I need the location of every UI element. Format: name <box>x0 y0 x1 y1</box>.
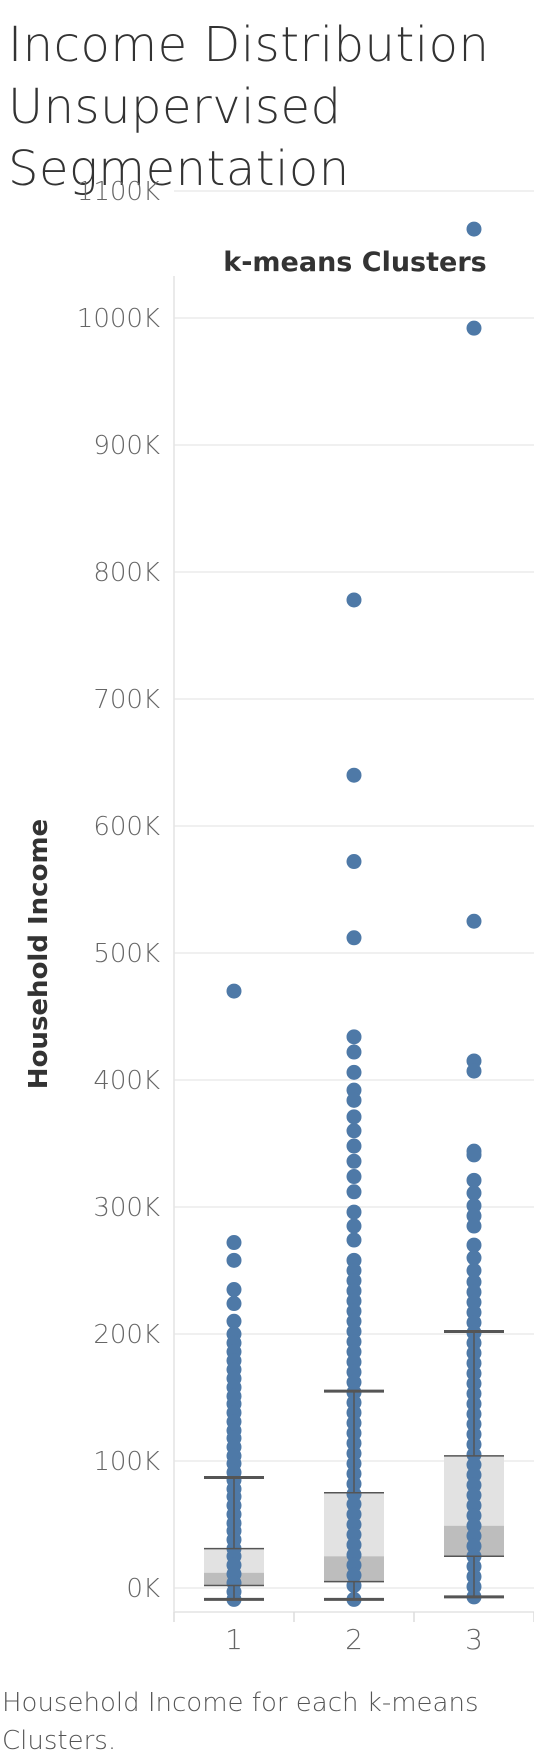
y-tick-label: 900K <box>93 431 160 461</box>
data-point <box>346 1184 362 1200</box>
data-point <box>346 1169 362 1185</box>
y-tick-label: 200K <box>93 1320 160 1350</box>
data-point <box>466 1263 482 1278</box>
data-point <box>346 1218 362 1234</box>
data-point <box>346 767 362 783</box>
y-tick-label: 1000K <box>77 304 160 334</box>
data-point <box>226 1282 242 1298</box>
data-point <box>466 221 482 237</box>
x-tick-label: 1 <box>225 1623 243 1656</box>
data-point <box>226 1235 242 1251</box>
data-point <box>226 1296 242 1312</box>
data-point <box>346 592 362 608</box>
data-point <box>346 930 362 946</box>
data-point <box>346 1044 362 1060</box>
y-tick-label: 600K <box>93 812 160 842</box>
data-point <box>346 1092 362 1108</box>
data-point <box>466 1063 482 1079</box>
y-tick-label: 400K <box>93 1066 160 1096</box>
data-point <box>346 1123 362 1139</box>
y-tick-label: 100K <box>93 1447 160 1477</box>
data-point <box>226 1252 242 1268</box>
box-plot-chart: 0K 100K 200K 300K 400K 500K 600K 700K 800K 900K 10… <box>24 177 534 1656</box>
x-tick-label: 3 <box>465 1623 483 1656</box>
chart-caption: Household Income for each k-means Cluste… <box>2 1688 479 1756</box>
data-point <box>466 320 482 336</box>
data-point <box>346 1153 362 1169</box>
data-point <box>346 1029 362 1045</box>
data-point <box>226 983 242 999</box>
data-point <box>466 1237 482 1253</box>
page-title-line-1: Income Distribution <box>8 17 490 73</box>
y-axis-label: Household Income <box>24 819 54 1089</box>
data-point <box>466 913 482 929</box>
page-title: Income Distribution Unsupervised Segment… <box>8 14 528 200</box>
data-point <box>466 1172 482 1188</box>
data-point <box>346 1109 362 1125</box>
data-point <box>466 1218 482 1234</box>
page-title-line-2: Unsupervised <box>8 79 342 135</box>
data-point <box>346 1064 362 1080</box>
y-tick-label: 500K <box>93 939 160 969</box>
data-point <box>346 854 362 870</box>
data-point <box>466 1147 482 1163</box>
data-point <box>346 1204 362 1220</box>
page-title-line-3: Segmentation <box>8 141 350 197</box>
y-tick-label: 300K <box>93 1193 160 1223</box>
y-tick-label: 700K <box>93 685 160 715</box>
data-point <box>346 1232 362 1248</box>
data-point <box>466 1185 482 1201</box>
y-tick-label: 800K <box>93 558 160 588</box>
data-point <box>466 1250 482 1266</box>
chart-title: k-means Clusters <box>223 247 487 278</box>
x-tick-label: 2 <box>345 1623 363 1656</box>
y-tick-label: 0K <box>126 1574 160 1604</box>
data-point <box>226 1313 242 1329</box>
y-tick-label: 1100K <box>77 177 160 207</box>
data-point <box>346 1138 362 1154</box>
